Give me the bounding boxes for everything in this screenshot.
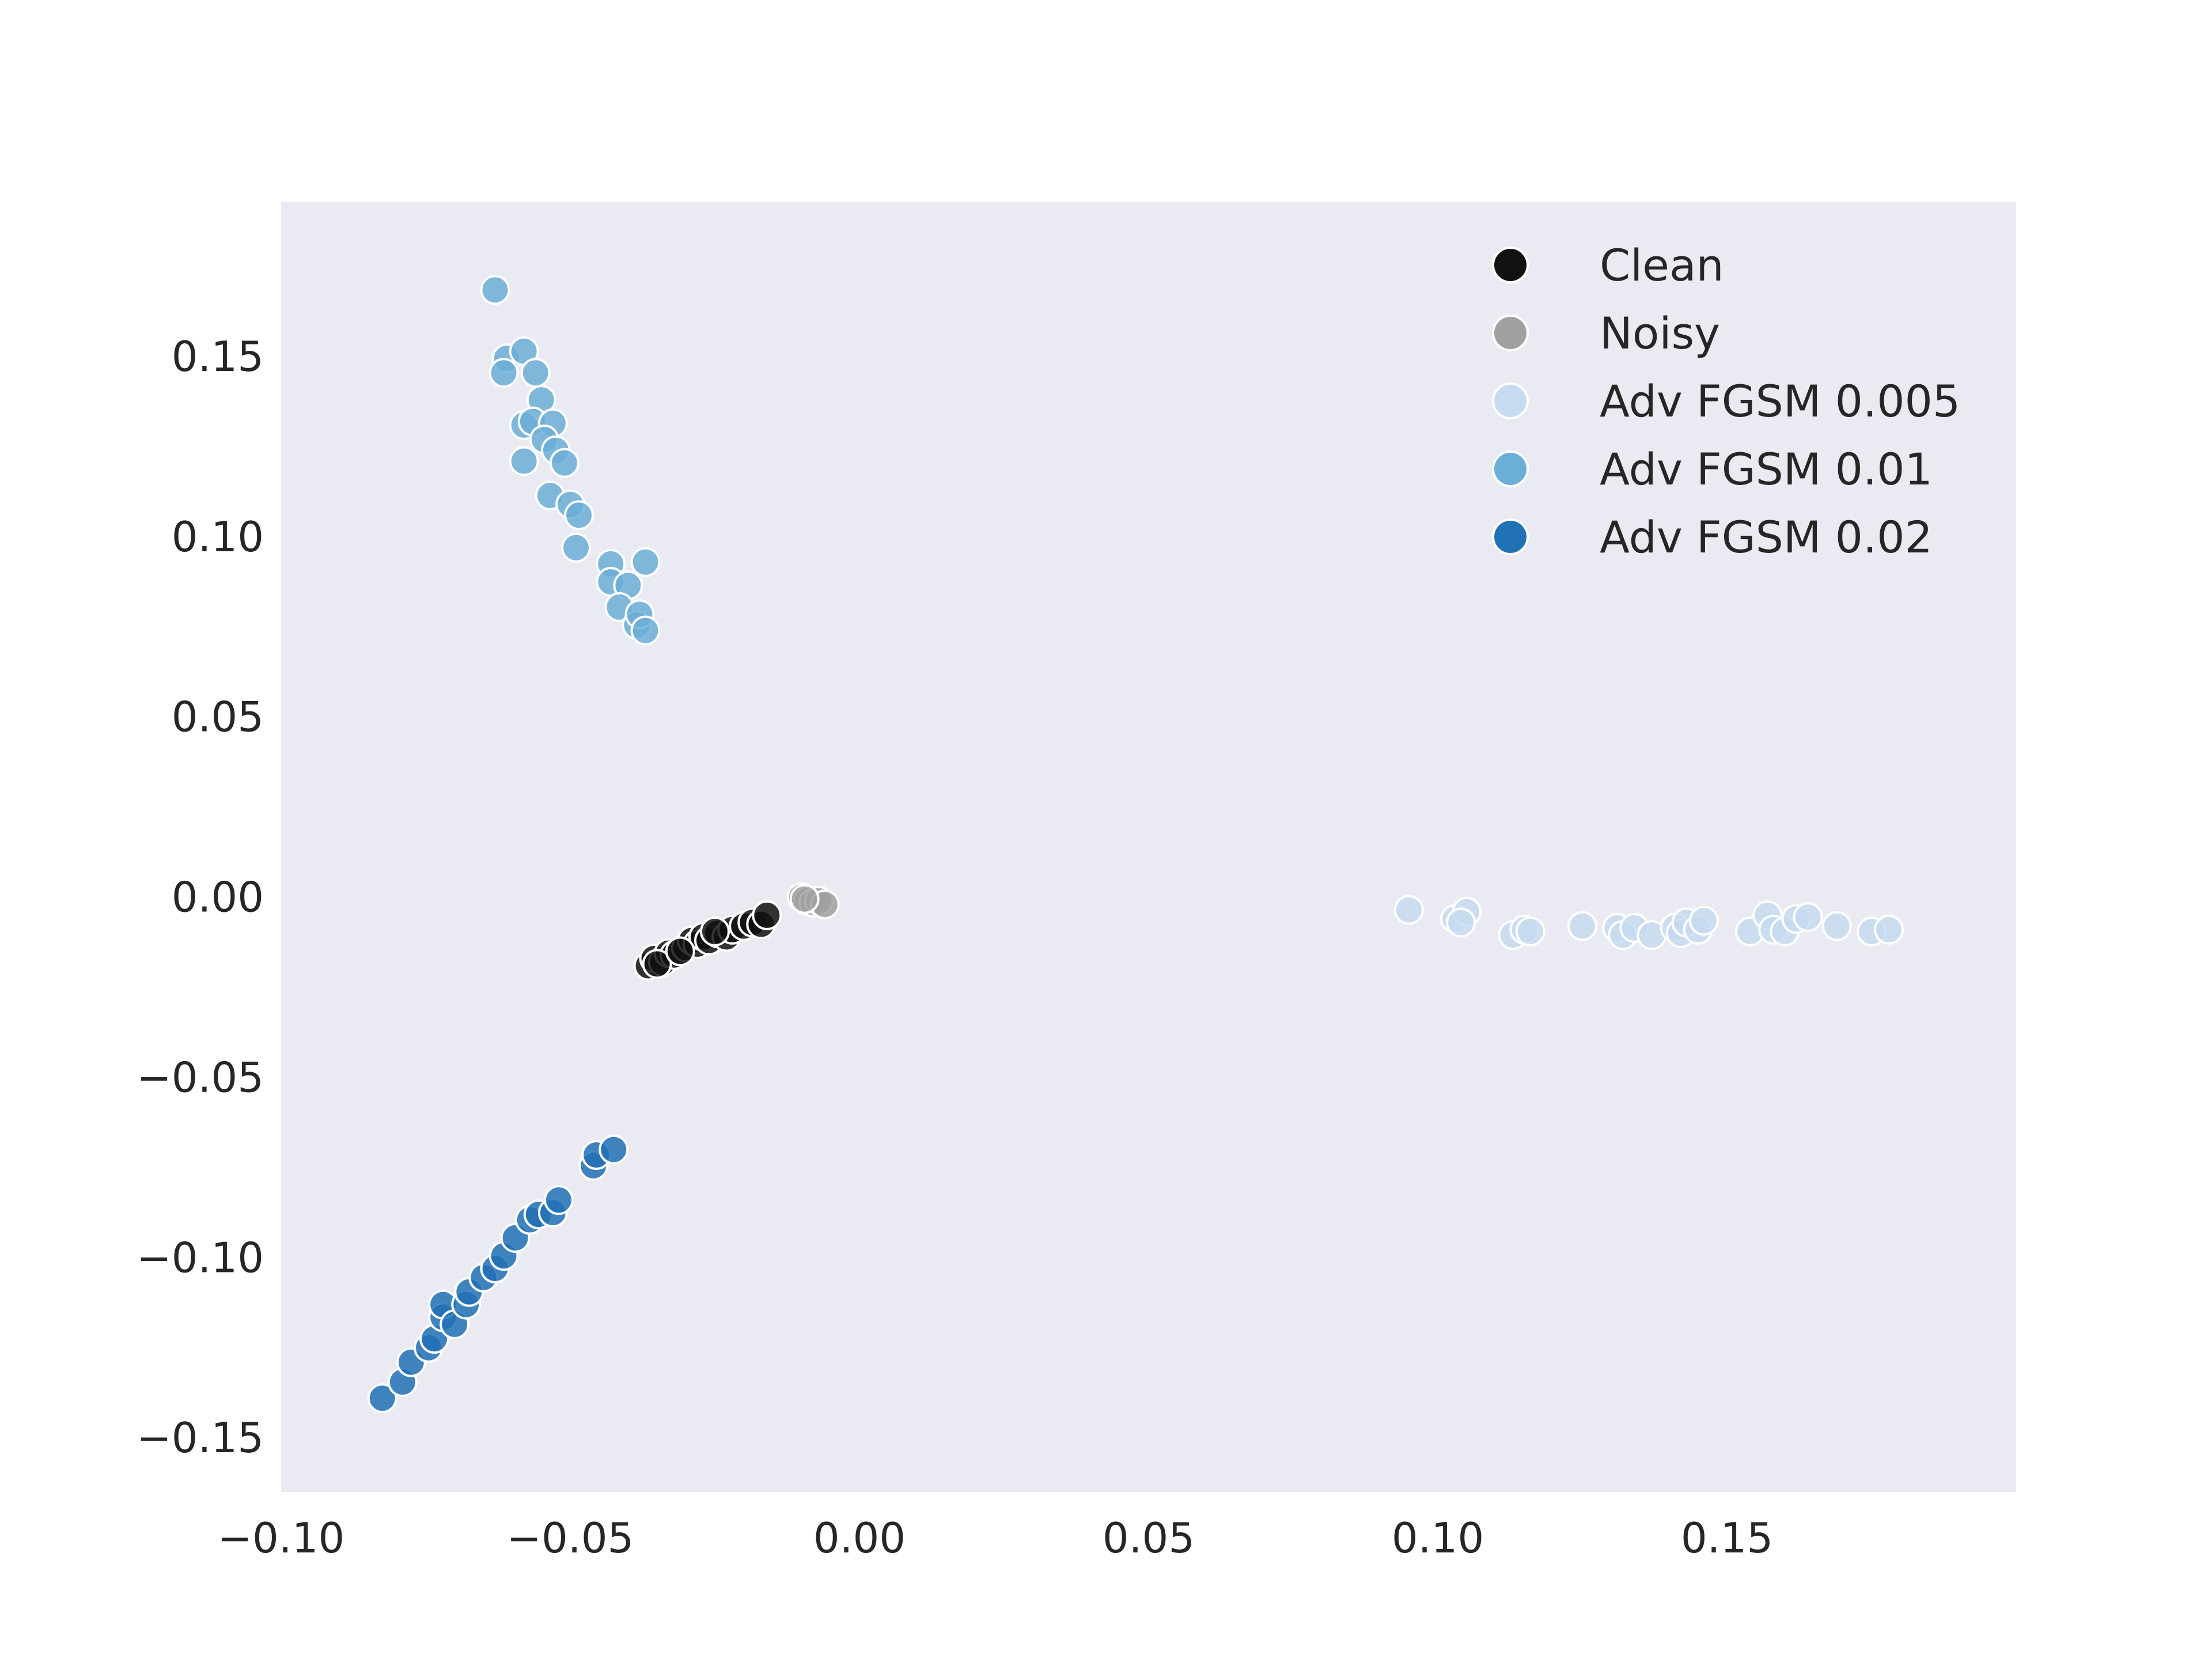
y-tick-label: 0.00 [172,873,264,922]
legend-item: Clean [1492,240,1724,291]
x-tick-label: −0.10 [218,1514,345,1562]
legend-item: Adv FGSM 0.02 [1492,512,1933,563]
legend-label: Adv FGSM 0.02 [1600,512,1933,563]
data-point [480,275,510,305]
y-tick-label: 0.05 [172,693,264,741]
data-point [520,358,551,388]
legend-item: Noisy [1492,308,1720,359]
x-axis-ticks: −0.10 −0.05 0.00 0.05 0.10 0.15 [218,1514,1773,1562]
legend-label: Clean [1600,240,1724,291]
y-tick-label: 0.15 [172,332,264,381]
y-tick-label: 0.10 [172,513,264,561]
y-tick-label: −0.10 [137,1233,264,1282]
legend-marker [1492,315,1529,351]
data-point [599,1134,629,1165]
y-tick-label: −0.15 [137,1414,264,1462]
data-point [564,500,594,531]
data-point [665,936,695,967]
legend-item: Adv FGSM 0.01 [1492,444,1933,495]
data-point [367,1383,397,1414]
data-point [509,446,539,476]
legend-label: Adv FGSM 0.01 [1600,444,1933,495]
legend-marker [1492,382,1529,419]
series-4 [367,1134,629,1414]
series-2 [1393,895,1904,950]
legend: Clean Noisy Adv FGSM 0.005 Adv FGSM 0.01 Adv… [1492,240,1960,563]
data-point [1393,895,1424,925]
series-0 [633,900,782,981]
legend-marker [1492,518,1529,555]
x-tick-label: 0.10 [1392,1514,1484,1562]
y-axis-ticks: −0.15 −0.10 −0.05 0.00 0.05 0.10 0.15 [137,332,264,1462]
data-point [549,448,579,478]
series-1 [786,882,840,920]
data-point [630,615,661,646]
data-point [1688,906,1719,936]
series-3 [480,275,661,646]
data-point [1567,911,1597,941]
y-tick-label: −0.05 [137,1053,264,1101]
data-point [700,916,730,947]
x-tick-label: 0.00 [813,1514,906,1562]
data-point [1446,907,1476,938]
data-point [789,884,820,914]
legend-label: Adv FGSM 0.005 [1600,376,1960,427]
data-point [1515,916,1546,947]
data-point [561,532,592,563]
data-point [1821,911,1852,941]
x-tick-label: 0.15 [1681,1514,1773,1562]
data-point [630,547,661,577]
legend-marker [1492,450,1529,487]
x-tick-label: −0.05 [507,1514,634,1562]
data-point [642,949,672,979]
legend-marker [1492,247,1529,283]
data-point [1793,902,1823,933]
data-point [752,900,782,930]
legend-item: Adv FGSM 0.005 [1492,376,1960,427]
data-point [488,358,519,388]
x-tick-label: 0.05 [1103,1514,1195,1562]
data-point [1874,914,1904,945]
series-layer [367,275,1904,1414]
data-point [543,1185,574,1215]
plot-area [281,202,2016,1492]
legend-label: Noisy [1600,308,1720,359]
